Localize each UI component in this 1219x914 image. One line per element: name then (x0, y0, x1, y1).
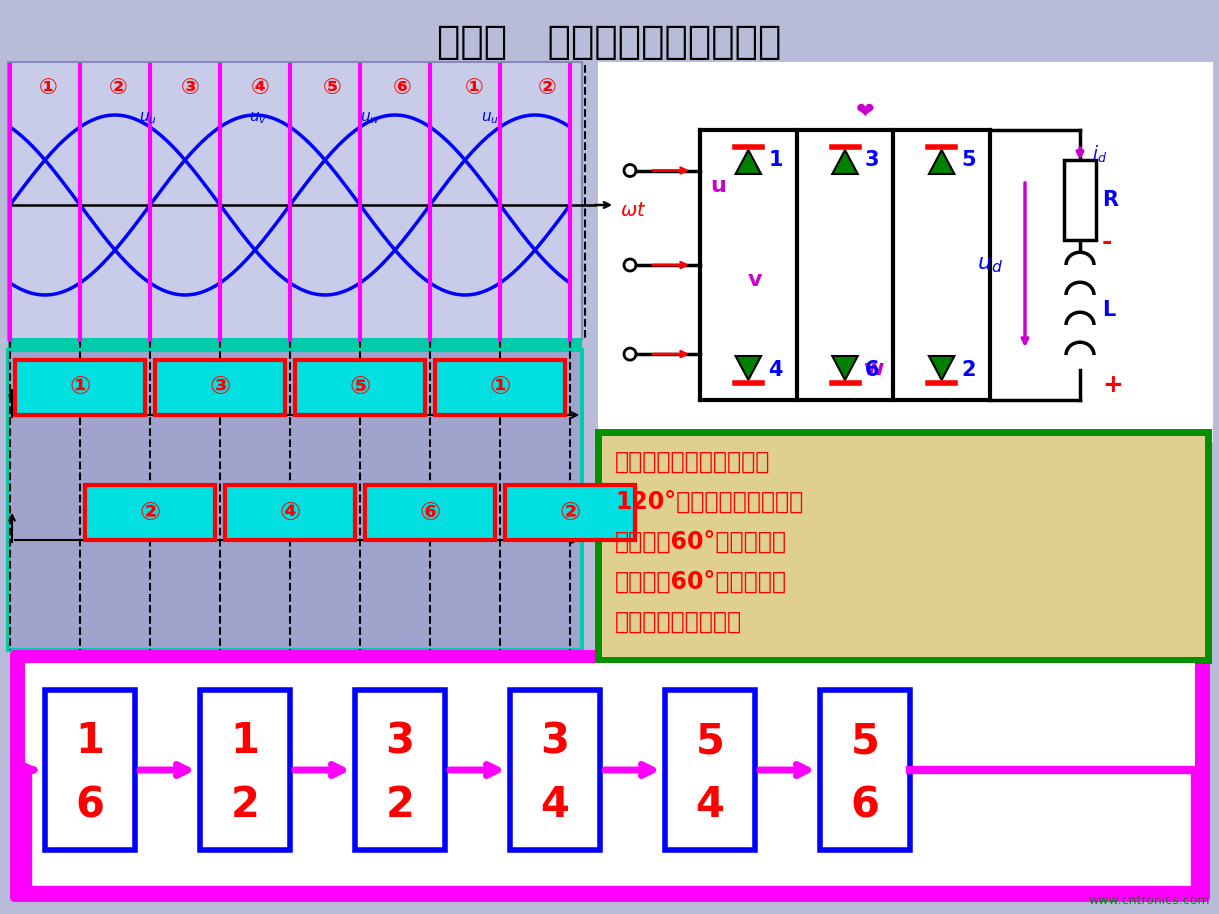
Bar (26, 663, 1195, 887)
Text: +: + (1102, 373, 1123, 397)
Text: 6: 6 (851, 784, 879, 826)
Text: u: u (709, 175, 727, 196)
Text: $u_u$: $u_u$ (482, 111, 499, 126)
Text: 回路，即宽脉冲方式: 回路，即宽脉冲方式 (616, 610, 742, 634)
Polygon shape (735, 150, 761, 174)
Bar (200, 690, 290, 850)
Bar (599, 432, 1208, 660)
Text: ②: ② (108, 78, 128, 98)
Text: www.cntronics.com: www.cntronics.com (1089, 894, 1210, 907)
Bar (820, 690, 911, 850)
Polygon shape (833, 150, 858, 174)
Text: 1: 1 (76, 720, 105, 762)
Polygon shape (929, 356, 954, 380)
Text: 2: 2 (962, 360, 976, 380)
Text: -: - (1102, 230, 1113, 254)
Text: 5: 5 (696, 720, 724, 762)
Text: $u_w$: $u_w$ (360, 111, 380, 126)
Bar (505, 485, 635, 540)
Bar (510, 690, 600, 850)
Text: ⑤: ⑤ (323, 78, 341, 98)
Text: 4: 4 (540, 784, 569, 826)
Text: ❤: ❤ (856, 102, 874, 122)
Text: 120°，共阳极与共阴极组: 120°，共阳极与共阴极组 (616, 490, 803, 514)
Text: 同组晶闸管之间脉冲互差: 同组晶闸管之间脉冲互差 (616, 450, 770, 474)
Text: 1: 1 (768, 150, 783, 170)
Text: ①: ① (69, 376, 90, 399)
Text: v: v (747, 270, 762, 290)
Text: ③: ③ (180, 78, 200, 98)
Text: ⑥: ⑥ (393, 78, 412, 98)
Text: L: L (1102, 300, 1115, 320)
Text: ④: ④ (251, 78, 269, 98)
Text: 晶闸管差60°，只要脉冲: 晶闸管差60°，只要脉冲 (616, 530, 787, 554)
Text: 1: 1 (230, 720, 260, 762)
Bar (1064, 160, 1096, 240)
Text: ③: ③ (210, 376, 230, 399)
Bar (45, 690, 135, 850)
Bar (435, 360, 564, 415)
Bar (9, 350, 581, 650)
Text: 3: 3 (865, 150, 879, 170)
Text: ②: ② (560, 501, 580, 525)
Bar (295, 360, 425, 415)
Bar (666, 690, 755, 850)
Text: ①: ① (464, 78, 484, 98)
Text: 4: 4 (768, 360, 783, 380)
Text: 5: 5 (851, 720, 879, 762)
Text: 2: 2 (385, 784, 414, 826)
Text: $u_d$: $u_d$ (976, 255, 1003, 275)
Text: 第二节   三相桥式全控整流电路: 第二节 三相桥式全控整流电路 (436, 23, 781, 61)
Text: 3: 3 (385, 720, 414, 762)
Text: 6: 6 (865, 360, 879, 380)
Bar (15, 360, 145, 415)
Text: 3: 3 (540, 720, 569, 762)
Text: ①: ① (39, 78, 57, 98)
Text: ①: ① (490, 376, 511, 399)
Text: $i_d$: $i_d$ (1092, 143, 1107, 164)
Text: ⑤: ⑤ (350, 376, 371, 399)
Bar (85, 485, 215, 540)
Bar (226, 485, 355, 540)
Bar (364, 485, 495, 540)
Text: w: w (863, 359, 884, 379)
Text: 2: 2 (230, 784, 260, 826)
Text: ⑥: ⑥ (419, 501, 440, 525)
Bar (9, 338, 581, 350)
Bar (155, 360, 285, 415)
Text: 宽度大于60°，就能构成: 宽度大于60°，就能构成 (616, 570, 787, 594)
Text: ②: ② (538, 78, 556, 98)
FancyBboxPatch shape (10, 650, 1210, 902)
Text: 6: 6 (76, 784, 105, 826)
Bar (599, 62, 1213, 442)
Text: $u_v$: $u_v$ (249, 111, 267, 126)
Polygon shape (833, 356, 858, 380)
Text: 4: 4 (696, 784, 724, 826)
Text: $u_u$: $u_u$ (139, 111, 157, 126)
Polygon shape (735, 356, 761, 380)
Polygon shape (929, 150, 954, 174)
Bar (355, 690, 445, 850)
Text: 5: 5 (962, 150, 976, 170)
Text: ④: ④ (279, 501, 301, 525)
Bar (9, 62, 581, 340)
Text: R: R (1102, 190, 1118, 210)
Text: $\omega t$: $\omega t$ (620, 200, 646, 219)
Text: ②: ② (139, 501, 161, 525)
